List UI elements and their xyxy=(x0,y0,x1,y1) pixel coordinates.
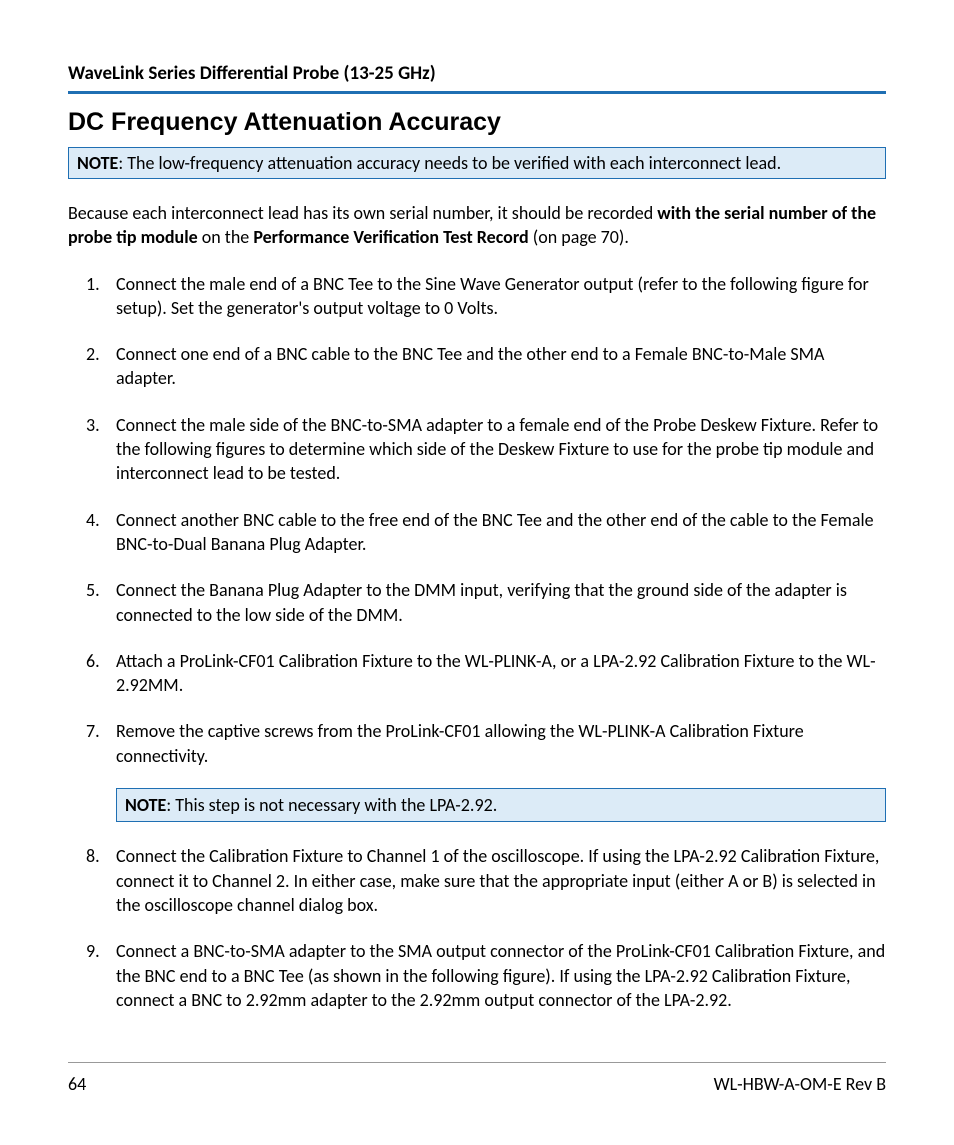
note-text: : The low-frequency attenuation accuracy… xyxy=(118,152,781,174)
note-label: NOTE xyxy=(77,152,118,174)
intro-post: (on page 70). xyxy=(529,226,629,248)
note-label-step7: NOTE xyxy=(125,794,166,816)
step-8: Connect the Calibration Fixture to Chann… xyxy=(116,844,886,917)
step-7-text: Remove the captive screws from the ProLi… xyxy=(116,720,804,766)
intro-pre: Because each interconnect lead has its o… xyxy=(68,202,657,224)
step-2-text: Connect one end of a BNC cable to the BN… xyxy=(116,343,824,389)
step-6: Attach a ProLink-CF01 Calibration Fixtur… xyxy=(116,649,886,698)
step-9-text: Connect a BNC-to-SMA adapter to the SMA … xyxy=(116,940,885,1011)
page-footer: 64 WL-HBW-A-OM-E Rev B xyxy=(68,1062,886,1095)
document-page: WaveLink Series Differential Probe (13-2… xyxy=(0,0,954,1145)
intro-bold-record: Performance Verification Test Record xyxy=(253,226,528,248)
section-title: DC Frequency Attenuation Accuracy xyxy=(68,108,886,137)
page-number: 64 xyxy=(68,1073,86,1095)
intro-paragraph: Because each interconnect lead has its o… xyxy=(68,201,886,250)
step-5: Connect the Banana Plug Adapter to the D… xyxy=(116,578,886,627)
intro-mid: on the xyxy=(198,226,254,248)
step-6-text: Attach a ProLink-CF01 Calibration Fixtur… xyxy=(116,650,876,696)
note-text-step7: : This step is not necessary with the LP… xyxy=(166,794,497,816)
step-8-text: Connect the Calibration Fixture to Chann… xyxy=(116,845,879,916)
step-9: Connect a BNC-to-SMA adapter to the SMA … xyxy=(116,939,886,1012)
step-5-text: Connect the Banana Plug Adapter to the D… xyxy=(116,579,847,625)
note-box-top: NOTE: The low-frequency attenuation accu… xyxy=(68,147,886,179)
step-1: Connect the male end of a BNC Tee to the… xyxy=(116,272,886,321)
step-3: Connect the male side of the BNC-to-SMA … xyxy=(116,413,886,486)
note-box-step7: NOTE: This step is not necessary with th… xyxy=(116,788,886,822)
doc-id: WL-HBW-A-OM-E Rev B xyxy=(714,1073,886,1095)
step-4: Connect another BNC cable to the free en… xyxy=(116,508,886,557)
step-7: Remove the captive screws from the ProLi… xyxy=(116,719,886,822)
header-product-line: WaveLink Series Differential Probe (13-2… xyxy=(68,62,886,94)
step-4-text: Connect another BNC cable to the free en… xyxy=(116,509,874,555)
step-2: Connect one end of a BNC cable to the BN… xyxy=(116,342,886,391)
step-3-text: Connect the male side of the BNC-to-SMA … xyxy=(116,414,878,485)
step-1-text: Connect the male end of a BNC Tee to the… xyxy=(116,273,869,319)
steps-list: Connect the male end of a BNC Tee to the… xyxy=(68,272,886,1013)
